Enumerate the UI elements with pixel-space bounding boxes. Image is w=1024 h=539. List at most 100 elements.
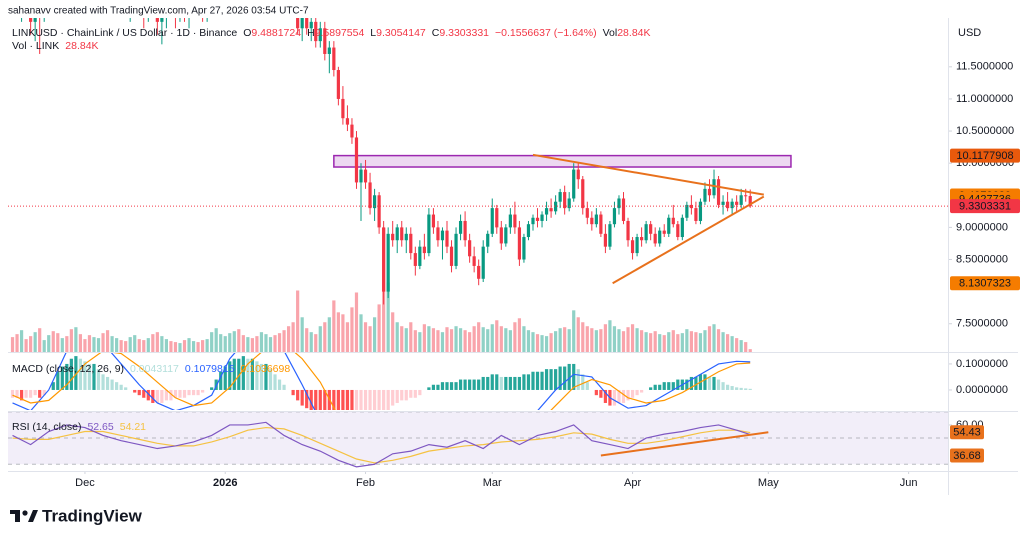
macd-histogram-bar (563, 366, 567, 390)
volume-bar (273, 335, 277, 352)
candle-body (658, 230, 662, 244)
macd-histogram-bar (585, 382, 589, 390)
vol-key: Vol (603, 27, 618, 39)
rsi-marker (950, 425, 984, 440)
candle-body (296, 18, 300, 29)
volume-bar (56, 333, 60, 352)
macd-histogram-bar (535, 371, 540, 390)
ohlc-value: 9.5897554 (315, 27, 365, 39)
candle-body (309, 21, 313, 29)
macd-histogram-bar (300, 389, 304, 406)
volume-bar (576, 317, 580, 352)
macd-histogram-bar (268, 369, 273, 390)
candle-body (404, 233, 408, 241)
candle-body (554, 201, 558, 212)
volume-last: 28.84K (65, 40, 98, 52)
volume-bar (128, 337, 132, 352)
volume-bar (146, 338, 150, 352)
volume-bar (544, 336, 549, 352)
macd-histogram-bar (576, 369, 580, 390)
volume-bar (69, 329, 73, 352)
macd-histogram-bar (246, 358, 250, 390)
volume-bar (191, 341, 196, 352)
rsi-marker-label: 54.43 (953, 427, 981, 439)
macd-histogram-bar (477, 379, 481, 390)
macd-histogram-bar (649, 387, 653, 390)
y-tick-label: 0.0000000 (956, 384, 1008, 396)
macd-histogram-bar (142, 389, 146, 398)
x-tick-label: Jun (900, 477, 918, 489)
macd-histogram-bar (594, 389, 598, 396)
macd-histogram-bar (454, 382, 458, 390)
macd-histogram-bar (703, 374, 707, 390)
volume-bar (160, 336, 164, 352)
macd-histogram-bar (69, 358, 73, 390)
volume-bar (296, 290, 300, 352)
candle-body (409, 233, 413, 254)
volume-bar (205, 339, 209, 352)
macd-histogram-bar (508, 376, 512, 390)
volume-bar (201, 340, 205, 352)
volume-bar (554, 331, 558, 352)
volume-bar (490, 324, 494, 352)
macd-histogram-bar (151, 389, 155, 403)
y-tick-label: 7.5000000 (956, 318, 1008, 330)
volume-bar (51, 331, 55, 352)
volume-bar (282, 330, 286, 352)
volume-bar (535, 334, 540, 352)
logo-text: TradingView (42, 506, 143, 525)
macd-histogram-bar (350, 389, 354, 410)
candle-body (558, 192, 562, 202)
candle-body (730, 201, 734, 209)
volume-bar (87, 335, 92, 352)
candle-body (707, 188, 712, 196)
macd-histogram-bar (671, 382, 675, 390)
volume-bar (169, 341, 173, 352)
candle-body (382, 227, 386, 292)
macd-header: MACD (close, 12, 26, 9) 0.0043117 0.107981… (12, 363, 290, 375)
macd-histogram-bar (572, 363, 576, 390)
macd-histogram-bar (323, 389, 327, 410)
volume-bar (115, 338, 119, 352)
volume-bar (422, 324, 426, 352)
volume-bar (268, 337, 273, 352)
y-tick-label: 10.5000000 (956, 125, 1014, 137)
candle-body (572, 169, 576, 199)
macd-histogram-bar (228, 361, 232, 390)
rsi-legend-value: 54.21 (120, 421, 146, 433)
volume-bar (110, 336, 114, 352)
signal-line (12, 353, 751, 410)
volume-bar (621, 331, 626, 352)
candle-body (372, 195, 377, 209)
macd-histogram-bar (554, 369, 558, 390)
price-marker-label: 10.1177908 (956, 150, 1013, 162)
macd-histogram-bar (169, 389, 173, 401)
rsi-marker (950, 448, 984, 463)
candle-body (499, 227, 503, 244)
macd-histogram-bar (277, 379, 282, 390)
candle-body (716, 179, 721, 205)
candle-body (477, 265, 481, 279)
x-tick-label: Feb (356, 477, 375, 489)
macd-histogram-bar (567, 363, 571, 390)
volume-bar (29, 336, 33, 352)
macd-histogram-bar (296, 389, 300, 401)
rsi-marker-label: 36.68 (953, 450, 981, 462)
macd-histogram-bar (413, 389, 417, 398)
x-tick-label: Mar (483, 477, 502, 489)
macd-histogram-bar (558, 366, 562, 390)
volume-bar (517, 318, 522, 352)
volume-bar (164, 339, 169, 352)
volume-bar (83, 339, 87, 352)
macd-histogram-bar (101, 374, 105, 390)
candle-body (400, 227, 404, 241)
macd-histogram-bar (658, 384, 662, 390)
macd-histogram-bar (468, 379, 472, 390)
candle-body (386, 233, 390, 292)
volume-bar (286, 326, 291, 352)
volume-bar (264, 334, 268, 352)
volume-bar (694, 332, 698, 352)
macd-histogram-bar (440, 382, 445, 390)
macd-histogram-bar (472, 379, 476, 390)
